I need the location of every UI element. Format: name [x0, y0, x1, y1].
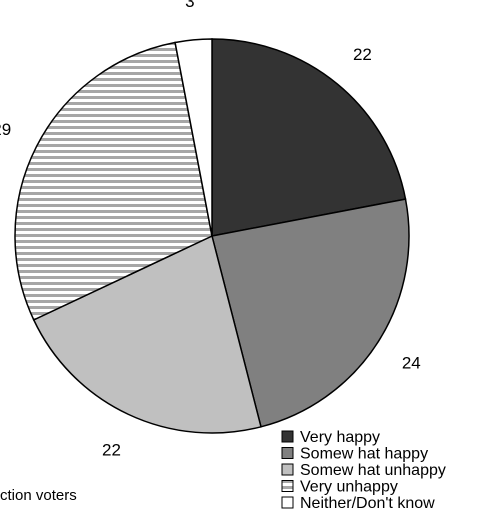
legend-swatch — [281, 496, 294, 509]
legend-item-neither-don-t-know: Neither/Don't know — [281, 495, 435, 512]
legend-swatch — [281, 480, 294, 492]
pie-slice-very-happy — [211, 38, 407, 237]
legend-label: Somew hat unhappy — [300, 462, 446, 479]
legend-item-very-unhappy: Very unhappy — [281, 479, 398, 496]
pie-slice-neither-don-t-know — [174, 38, 213, 237]
data-label-very-unhappy: 29 — [0, 120, 11, 139]
legend-item-somew-hat-unhappy: Somew hat unhappy — [281, 462, 446, 479]
legend-label: Very unhappy — [300, 479, 398, 496]
legend-swatch — [281, 430, 294, 443]
pie-data-labels: 22 24 22 29 3 — [0, 0, 421, 460]
legend-label: Neither/Don't know — [300, 495, 435, 512]
legend-swatch — [281, 447, 294, 459]
pie-slice-somew-hat-unhappy — [32, 234, 262, 434]
pie-slice-somew-hat-happy — [211, 198, 410, 428]
data-label-somew-hat-happy: 24 — [402, 354, 421, 373]
data-label-somew-hat-unhappy: 22 — [102, 441, 121, 460]
data-label-neither-don-t-know: 3 — [185, 0, 194, 11]
legend-swatch — [281, 463, 294, 476]
legend-label: Somew hat happy — [300, 446, 428, 463]
legend-item-somew-hat-happy: Somew hat happy — [281, 446, 428, 463]
footnote-text: ction voters — [0, 487, 77, 504]
pie-slice-very-unhappy — [14, 41, 213, 321]
pie-slices — [14, 38, 410, 434]
legend-item-very-happy: Very happy — [281, 429, 380, 446]
legend-label: Very happy — [300, 429, 380, 446]
data-label-very-happy: 22 — [353, 45, 372, 64]
